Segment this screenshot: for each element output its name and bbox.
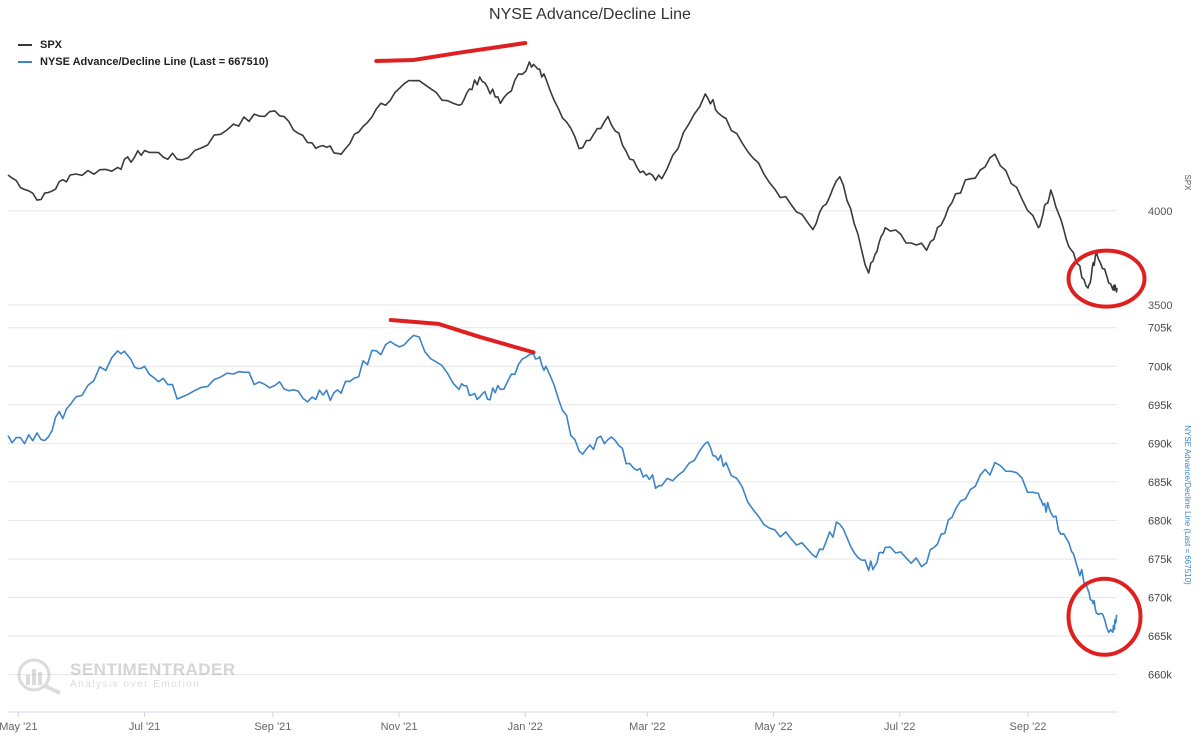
- y-tick-label: 670k: [1148, 593, 1172, 605]
- y-tick-label: 685k: [1148, 477, 1172, 489]
- x-tick-label: Mar '22: [629, 721, 665, 733]
- watermark-brand: SENTIMENTRADER: [70, 659, 236, 679]
- legend-item-ad-line[interactable]: NYSE Advance/Decline Line (Last = 667510…: [18, 53, 269, 70]
- x-tick-label: May '21: [0, 721, 37, 733]
- legend-label-spx: SPX: [40, 38, 63, 51]
- y-axis-title-spx: SPX: [1183, 174, 1192, 191]
- annotation-ad-circle: [1066, 576, 1143, 657]
- spx-line: [7, 61, 1118, 293]
- x-tick-label: Jul '22: [884, 721, 915, 733]
- sentimentrader-logo-icon: [17, 658, 61, 695]
- y-tick-label: 675k: [1148, 554, 1172, 566]
- y-tick-label: 665k: [1148, 631, 1172, 643]
- y-tick-label: 695k: [1148, 400, 1172, 412]
- annotation-layer: [374, 41, 1147, 657]
- legend-swatch-spx: [18, 43, 32, 46]
- axis-layer: May '21 Jul '21 Sep '21 Nov '21 Jan '22 Mar '…: [0, 174, 1192, 733]
- watermark-tagline: Analysis over Emotion: [70, 678, 201, 690]
- y-tick-label: 680k: [1148, 515, 1172, 527]
- x-tick-label: Nov '21: [381, 721, 418, 733]
- legend-swatch-ad-line: [18, 60, 32, 63]
- x-tick-label: May '22: [754, 721, 792, 733]
- x-tick-label: Sep '21: [254, 721, 291, 733]
- legend-item-spx[interactable]: SPX: [18, 36, 269, 53]
- annotation-spx-rising-line: [374, 41, 528, 63]
- y-tick-label: 3500: [1148, 300, 1172, 312]
- annotation-spx-circle: [1066, 248, 1147, 309]
- series-layer: [7, 61, 1118, 634]
- grid-layer: [8, 210, 1117, 676]
- y-tick-label: 705k: [1148, 323, 1172, 335]
- y-tick-label: 4000: [1148, 206, 1172, 218]
- legend-label-ad-line: NYSE Advance/Decline Line (Last = 667510…: [40, 55, 269, 68]
- watermark: SENTIMENTRADER Analysis over Emotion: [14, 655, 236, 695]
- y-tick-label: 660k: [1148, 670, 1172, 682]
- y-tick-label: 690k: [1148, 438, 1172, 450]
- x-tick-label: Jul '21: [129, 721, 160, 733]
- y-tick-label: 700k: [1148, 361, 1172, 373]
- x-tick-label: Jan '22: [508, 721, 543, 733]
- annotation-ad-falling-line: [388, 318, 536, 355]
- ad-line: [7, 334, 1118, 634]
- y-axis-title-ad-line: NYSE Advance/Decline Line (Last = 667510…: [1183, 425, 1192, 585]
- x-tick-label: Sep '22: [1010, 721, 1047, 733]
- chart-title: NYSE Advance/Decline Line: [489, 6, 691, 23]
- legend: SPX NYSE Advance/Decline Line (Last = 66…: [18, 36, 269, 70]
